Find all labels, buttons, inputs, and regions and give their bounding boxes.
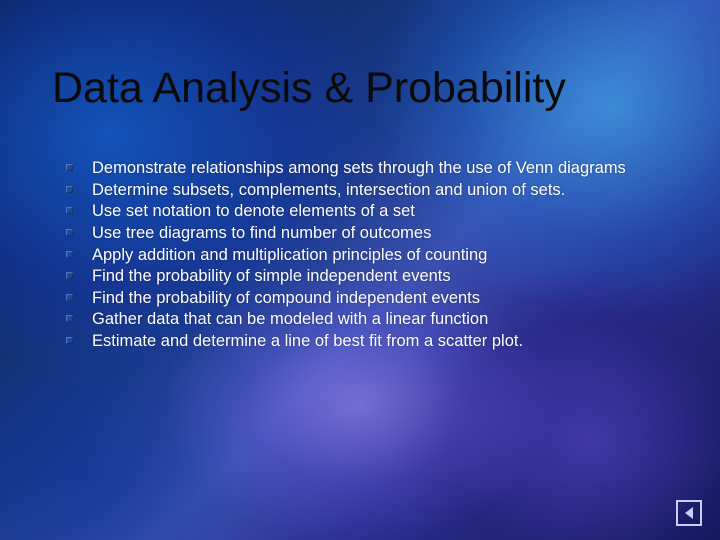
bullet-text: Demonstrate relationships among sets thr… [92, 159, 626, 177]
list-item: Find the probability of compound indepen… [66, 288, 656, 309]
list-item: Find the probability of simple independe… [66, 266, 656, 287]
bullet-text: Find the probability of compound indepen… [92, 289, 480, 307]
slide: Data Analysis & Probability Demonstrate … [0, 0, 720, 540]
list-item: Estimate and determine a line of best fi… [66, 331, 656, 352]
slide-title: Data Analysis & Probability [52, 64, 566, 113]
bullet-text: Find the probability of simple independe… [92, 267, 451, 285]
bullet-text: Apply addition and multiplication princi… [92, 246, 487, 264]
list-item: Use set notation to denote elements of a… [66, 201, 656, 222]
bullet-text: Use set notation to denote elements of a… [92, 202, 415, 220]
list-item: Use tree diagrams to find number of outc… [66, 223, 656, 244]
back-arrow-icon [682, 506, 696, 520]
bullet-text: Use tree diagrams to find number of outc… [92, 224, 431, 242]
bullet-list: Demonstrate relationships among sets thr… [66, 158, 656, 353]
bullet-text: Estimate and determine a line of best fi… [92, 332, 523, 350]
list-item: Demonstrate relationships among sets thr… [66, 158, 656, 179]
list-item: Apply addition and multiplication princi… [66, 245, 656, 266]
bullet-text: Determine subsets, complements, intersec… [92, 181, 565, 199]
list-item: Determine subsets, complements, intersec… [66, 180, 656, 201]
back-button[interactable] [676, 500, 702, 526]
list-item: Gather data that can be modeled with a l… [66, 309, 656, 330]
bullet-text: Gather data that can be modeled with a l… [92, 310, 488, 328]
